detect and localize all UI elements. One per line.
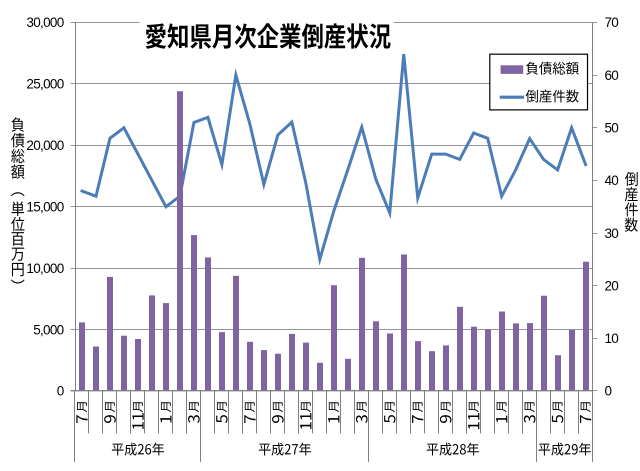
- svg-text:0: 0: [605, 384, 612, 399]
- svg-text:5,000: 5,000: [33, 322, 63, 337]
- svg-text:10: 10: [605, 331, 619, 346]
- svg-text:30,000: 30,000: [26, 15, 63, 30]
- svg-text:20,000: 20,000: [26, 138, 63, 153]
- svg-text:30: 30: [605, 226, 619, 241]
- svg-text:40: 40: [605, 173, 619, 188]
- svg-text:20: 20: [605, 278, 619, 293]
- svg-text:50: 50: [605, 121, 619, 136]
- svg-text:10,000: 10,000: [26, 261, 63, 276]
- svg-text:0: 0: [57, 384, 64, 399]
- svg-text:70: 70: [605, 15, 619, 30]
- svg-text:25,000: 25,000: [26, 77, 63, 92]
- svg-text:15,000: 15,000: [26, 199, 63, 214]
- svg-text:60: 60: [605, 68, 619, 83]
